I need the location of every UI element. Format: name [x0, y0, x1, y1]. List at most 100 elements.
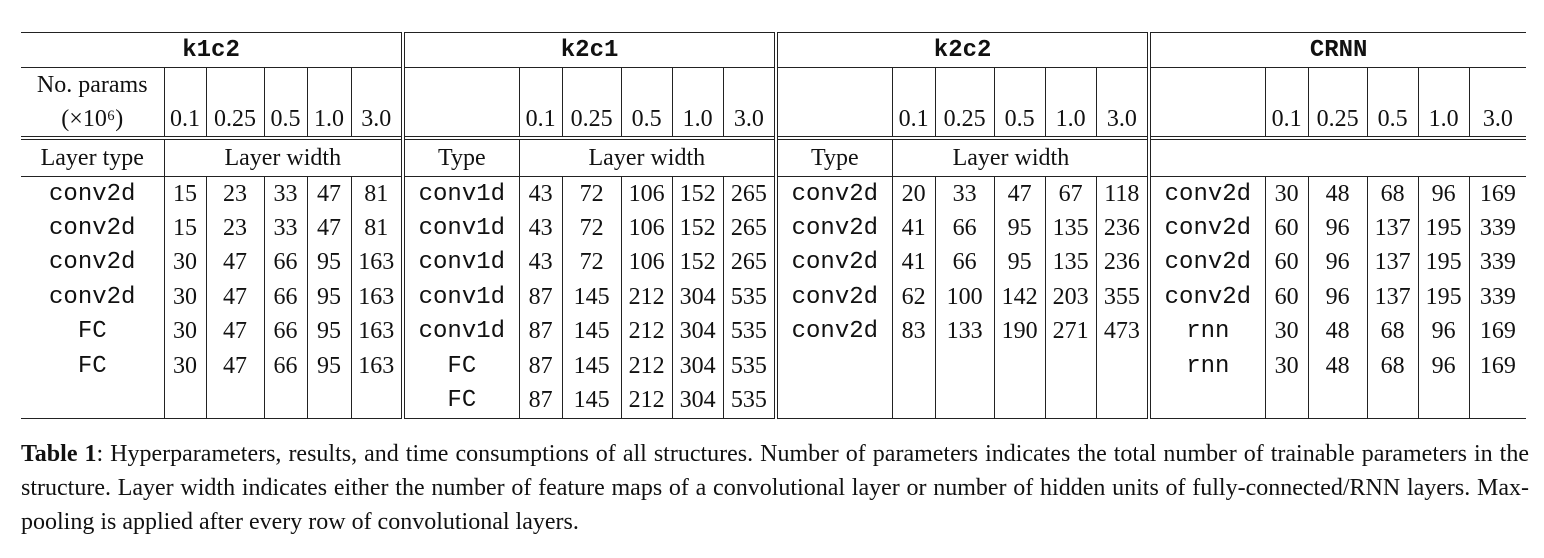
layer-width-cell: 47 — [205, 348, 264, 384]
layer-width-cell: 142 — [993, 280, 1046, 315]
layer-width-cell — [1044, 348, 1097, 384]
params-spacer — [350, 67, 406, 102]
layer-width-cell: 535 — [722, 348, 777, 384]
params-spacer — [1417, 67, 1470, 102]
layer-width-cell: 473 — [1095, 314, 1150, 349]
layer-width-cell: 96 — [1307, 211, 1368, 246]
layer-width-cell: 106 — [620, 211, 673, 246]
layer-width-cell: 265 — [722, 245, 777, 281]
layer-width-cell: 20 — [891, 176, 936, 212]
layer-width-cell: 33 — [934, 176, 995, 212]
layer-width-cell: 48 — [1307, 176, 1368, 212]
layer-width-header-k2c2: Layer width — [891, 136, 1150, 177]
layer-width-cell: 30 — [1264, 176, 1309, 212]
layer-width-cell: 96 — [1417, 176, 1470, 212]
params-spacer — [1095, 67, 1152, 102]
layer-width-cell: 95 — [306, 314, 351, 349]
layer-width-cell: 106 — [620, 245, 673, 281]
layer-width-cell: 339 — [1468, 280, 1527, 315]
layer-width-cell — [163, 383, 206, 419]
layer-type-cell: conv2d — [21, 176, 164, 212]
layer-width-cell: 145 — [561, 383, 622, 419]
layer-width-cell: 47 — [205, 245, 264, 281]
params-spacer — [263, 67, 307, 102]
params-label-line1: No. params — [36, 71, 148, 98]
param-value-k1c2: 0.5 — [263, 102, 307, 138]
param-value-k2c2: 0.25 — [934, 102, 995, 138]
layer-width-cell: 47 — [306, 211, 351, 246]
layer-width-cell: 30 — [163, 314, 206, 349]
layer-width-cell: 190 — [993, 314, 1046, 349]
layer-width-cell: 163 — [350, 280, 404, 315]
layer-width-cell: 41 — [891, 245, 936, 281]
layer-width-cell: 145 — [561, 348, 622, 384]
layer-type-cell: conv2d — [1147, 176, 1266, 212]
layer-type-header: Layer type — [21, 136, 164, 177]
layer-type-cell — [774, 348, 893, 384]
layer-width-cell: 48 — [1307, 348, 1368, 384]
layer-type-cell — [21, 383, 164, 419]
layer-width-cell: 203 — [1044, 280, 1097, 315]
layer-width-cell — [1307, 383, 1368, 419]
param-value-k1c2: 3.0 — [350, 102, 406, 138]
params-spacer — [722, 67, 779, 102]
layer-width-cell: 81 — [350, 176, 404, 212]
layer-type-cell — [1147, 383, 1266, 419]
layer-width-cell: 304 — [671, 348, 724, 384]
layer-width-cell: 212 — [620, 348, 673, 384]
param-value-k1c2: 1.0 — [306, 102, 351, 138]
layer-width-cell: 265 — [722, 211, 777, 246]
caption-label: Table 1 — [21, 441, 97, 467]
layer-width-cell: 60 — [1264, 245, 1309, 281]
layer-width-cell: 135 — [1044, 245, 1097, 281]
layer-width-header-k2c1: Layer width — [518, 136, 779, 177]
params-spacer — [306, 67, 351, 102]
layer-width-cell: 137 — [1366, 245, 1419, 281]
layer-width-cell: 33 — [263, 211, 307, 246]
layer-width-cell: 15 — [163, 176, 206, 212]
layer-width-cell: 30 — [163, 280, 206, 315]
layer-width-cell — [205, 383, 264, 419]
layer-width-cell: 535 — [722, 280, 777, 315]
param-value-crnn: 1.0 — [1417, 102, 1470, 138]
layer-width-cell: 95 — [993, 245, 1046, 281]
layer-width-cell — [934, 348, 995, 384]
table-row: conv2d 15 23 33 47 81 conv1d 43 72 106 152 265 conv2… — [21, 211, 1527, 246]
layer-width-cell: 212 — [620, 314, 673, 349]
layer-width-cell: 43 — [518, 211, 563, 246]
layer-type-cell: conv1d — [401, 280, 520, 315]
layer-width-cell: 60 — [1264, 280, 1309, 315]
layer-width-cell: 169 — [1468, 314, 1527, 349]
layer-width-cell: 236 — [1095, 245, 1150, 281]
layer-width-cell: 304 — [671, 383, 724, 419]
params-spacer — [561, 67, 622, 102]
layer-width-cell: 87 — [518, 383, 563, 419]
width-header-crnn-spacer — [1147, 136, 1527, 177]
layer-width-cell: 66 — [934, 211, 995, 246]
param-value-crnn: 0.25 — [1307, 102, 1368, 138]
param-value-k2c2: 3.0 — [1095, 102, 1152, 138]
layer-type-cell: conv2d — [1147, 245, 1266, 281]
layer-type-cell: FC — [401, 348, 520, 384]
layer-width-cell: 152 — [671, 176, 724, 212]
param-value-k2c1: 0.5 — [620, 102, 673, 138]
layer-width-cell: 145 — [561, 314, 622, 349]
layer-width-cell: 68 — [1366, 348, 1419, 384]
layer-width-cell: 195 — [1417, 211, 1470, 246]
layer-width-cell: 265 — [722, 176, 777, 212]
group-header-k2c2: k2c2 — [776, 32, 1152, 68]
param-value-crnn: 0.1 — [1264, 102, 1309, 138]
layer-width-cell: 66 — [263, 348, 307, 384]
table-row: FC 30 47 66 95 163 FC 87 145 212 304 535 rnn 30 48 68 96… — [21, 348, 1527, 384]
layer-width-cell: 133 — [934, 314, 995, 349]
layer-width-cell: 72 — [561, 211, 622, 246]
layer-width-cell: 195 — [1417, 245, 1470, 281]
params-spacer — [671, 67, 724, 102]
table-row: FC 87 145 212 304 535 — [21, 383, 1527, 419]
param-value-k2c1: 0.25 — [561, 102, 622, 138]
layer-width-cell: 95 — [306, 245, 351, 281]
layer-width-cell — [1366, 383, 1419, 419]
layer-width-cell: 137 — [1366, 280, 1419, 315]
layer-width-cell: 72 — [561, 176, 622, 212]
layer-width-cell: 23 — [205, 211, 264, 246]
